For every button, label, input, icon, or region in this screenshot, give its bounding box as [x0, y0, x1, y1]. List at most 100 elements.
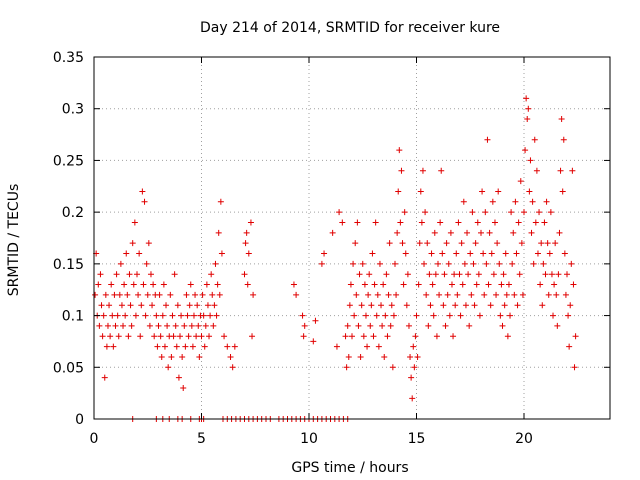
- data-point-marker: [394, 229, 401, 236]
- data-point-marker: [539, 302, 546, 309]
- data-point-marker: [427, 302, 434, 309]
- data-point-marker: [465, 271, 472, 278]
- y-tick-label: 0.2: [62, 205, 84, 221]
- y-tick-label: 0.3: [62, 102, 84, 118]
- data-point-marker: [360, 333, 367, 340]
- data-point-marker: [229, 364, 236, 371]
- data-point-marker: [508, 209, 515, 216]
- data-point-marker: [381, 353, 388, 360]
- data-point-marker: [501, 302, 508, 309]
- data-point-marker: [195, 322, 202, 329]
- data-point-marker: [461, 260, 468, 267]
- data-point-marker: [97, 271, 104, 278]
- data-point-marker: [349, 333, 355, 340]
- data-point-marker: [550, 312, 557, 319]
- x-tick-label: 20: [515, 431, 533, 447]
- data-point-marker: [110, 343, 117, 350]
- data-point-marker: [408, 374, 415, 381]
- data-point-marker: [435, 260, 441, 267]
- x-tick-label: 10: [300, 431, 318, 447]
- data-point-marker: [522, 147, 529, 154]
- data-point-marker: [410, 343, 417, 350]
- data-point-marker: [116, 291, 123, 298]
- data-point-marker: [516, 271, 523, 278]
- data-point-marker: [186, 302, 193, 309]
- data-point-marker: [562, 291, 569, 298]
- data-point-marker: [554, 322, 561, 329]
- data-point-marker: [213, 312, 220, 319]
- y-tick-label: 0.35: [53, 50, 84, 66]
- chart-title: Day 214 of 2014, SRMTID for receiver kur…: [200, 20, 500, 36]
- data-point-marker: [373, 312, 380, 319]
- data-point-marker: [389, 364, 396, 371]
- data-point-marker: [207, 312, 214, 319]
- data-point-marker: [345, 353, 352, 360]
- data-point-marker: [526, 188, 533, 195]
- data-point-marker: [143, 260, 150, 267]
- data-point-marker: [351, 312, 358, 319]
- data-point-marker: [527, 157, 534, 164]
- data-point-marker: [412, 333, 419, 340]
- data-point-marker: [200, 312, 207, 319]
- data-point-marker: [183, 291, 190, 298]
- data-point-marker: [555, 271, 562, 278]
- data-point-marker: [532, 219, 539, 226]
- data-point-marker: [462, 302, 469, 309]
- data-point-marker: [450, 333, 457, 340]
- data-point-marker: [203, 281, 210, 288]
- data-point-marker: [513, 250, 520, 257]
- data-point-marker: [174, 302, 181, 309]
- data-point-marker: [293, 291, 300, 298]
- data-point-marker: [443, 240, 450, 247]
- data-point-marker: [438, 167, 445, 174]
- data-point-marker: [534, 250, 541, 257]
- data-point-marker: [290, 281, 297, 288]
- data-point-marker: [497, 312, 504, 319]
- data-point-marker: [113, 271, 120, 278]
- data-point-marker: [182, 343, 189, 350]
- data-point-marker: [485, 281, 492, 288]
- data-point-marker: [529, 198, 536, 205]
- data-point-marker: [542, 271, 549, 278]
- data-point-marker: [481, 291, 488, 298]
- data-point-marker: [424, 240, 431, 247]
- data-point-marker: [139, 188, 146, 195]
- data-point-marker: [447, 229, 454, 236]
- data-point-marker: [403, 302, 410, 309]
- data-point-marker: [439, 250, 446, 257]
- data-point-marker: [147, 271, 154, 278]
- data-point-marker: [458, 240, 465, 247]
- data-point-marker: [301, 322, 308, 329]
- data-point-marker: [446, 312, 453, 319]
- data-point-marker: [530, 260, 537, 267]
- data-point-marker: [346, 302, 353, 309]
- data-point-marker: [511, 291, 518, 298]
- data-point-marker: [547, 209, 554, 216]
- data-point-marker: [92, 291, 99, 298]
- data-point-marker: [473, 281, 480, 288]
- data-point-marker: [567, 302, 574, 309]
- data-point-marker: [204, 302, 211, 309]
- data-point-marker: [402, 250, 409, 257]
- data-point-marker: [390, 312, 397, 319]
- data-point-marker: [490, 271, 497, 278]
- data-point-marker: [559, 188, 566, 195]
- data-point-marker: [470, 260, 477, 267]
- data-point-marker: [163, 302, 170, 309]
- data-point-marker: [570, 281, 577, 288]
- data-point-marker: [339, 219, 346, 226]
- data-point-marker: [142, 312, 149, 319]
- data-point-marker: [551, 281, 558, 288]
- data-point-marker: [206, 333, 213, 340]
- data-point-marker: [494, 240, 501, 247]
- data-point-marker: [189, 343, 196, 350]
- data-point-marker: [569, 167, 576, 174]
- data-point-marker: [103, 343, 110, 350]
- data-point-marker: [445, 260, 452, 267]
- data-point-marker: [452, 302, 459, 309]
- data-point-marker: [362, 312, 369, 319]
- data-point-marker: [448, 281, 455, 288]
- data-point-marker: [533, 167, 540, 174]
- data-point-marker: [134, 271, 140, 278]
